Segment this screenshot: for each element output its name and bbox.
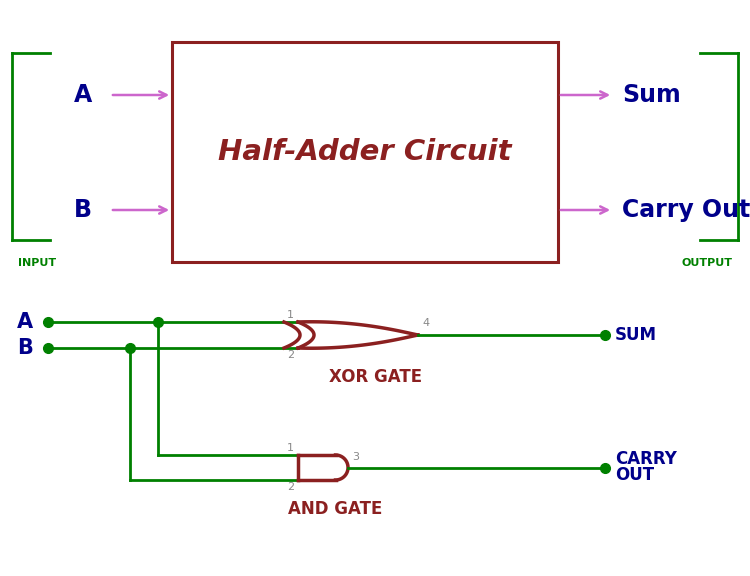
Text: Sum: Sum <box>622 83 681 107</box>
Text: OUTPUT: OUTPUT <box>681 258 732 268</box>
Text: 1: 1 <box>287 443 294 453</box>
Text: A: A <box>74 83 92 107</box>
Text: CARRY: CARRY <box>615 450 676 468</box>
Text: 2: 2 <box>286 482 294 492</box>
Text: B: B <box>17 338 33 358</box>
Text: 1: 1 <box>287 310 294 320</box>
Bar <box>172 42 558 262</box>
Text: XOR GATE: XOR GATE <box>329 368 422 386</box>
Text: Carry Out: Carry Out <box>622 198 750 222</box>
Text: B: B <box>74 198 92 222</box>
Text: 3: 3 <box>352 452 359 461</box>
Text: 4: 4 <box>422 318 429 328</box>
Text: Half-Adder Circuit: Half-Adder Circuit <box>218 138 512 166</box>
Text: 2: 2 <box>286 350 294 360</box>
Text: A: A <box>17 312 33 332</box>
Text: OUT: OUT <box>615 467 654 484</box>
Text: SUM: SUM <box>615 326 657 344</box>
Text: AND GATE: AND GATE <box>288 500 382 518</box>
Text: INPUT: INPUT <box>18 258 56 268</box>
